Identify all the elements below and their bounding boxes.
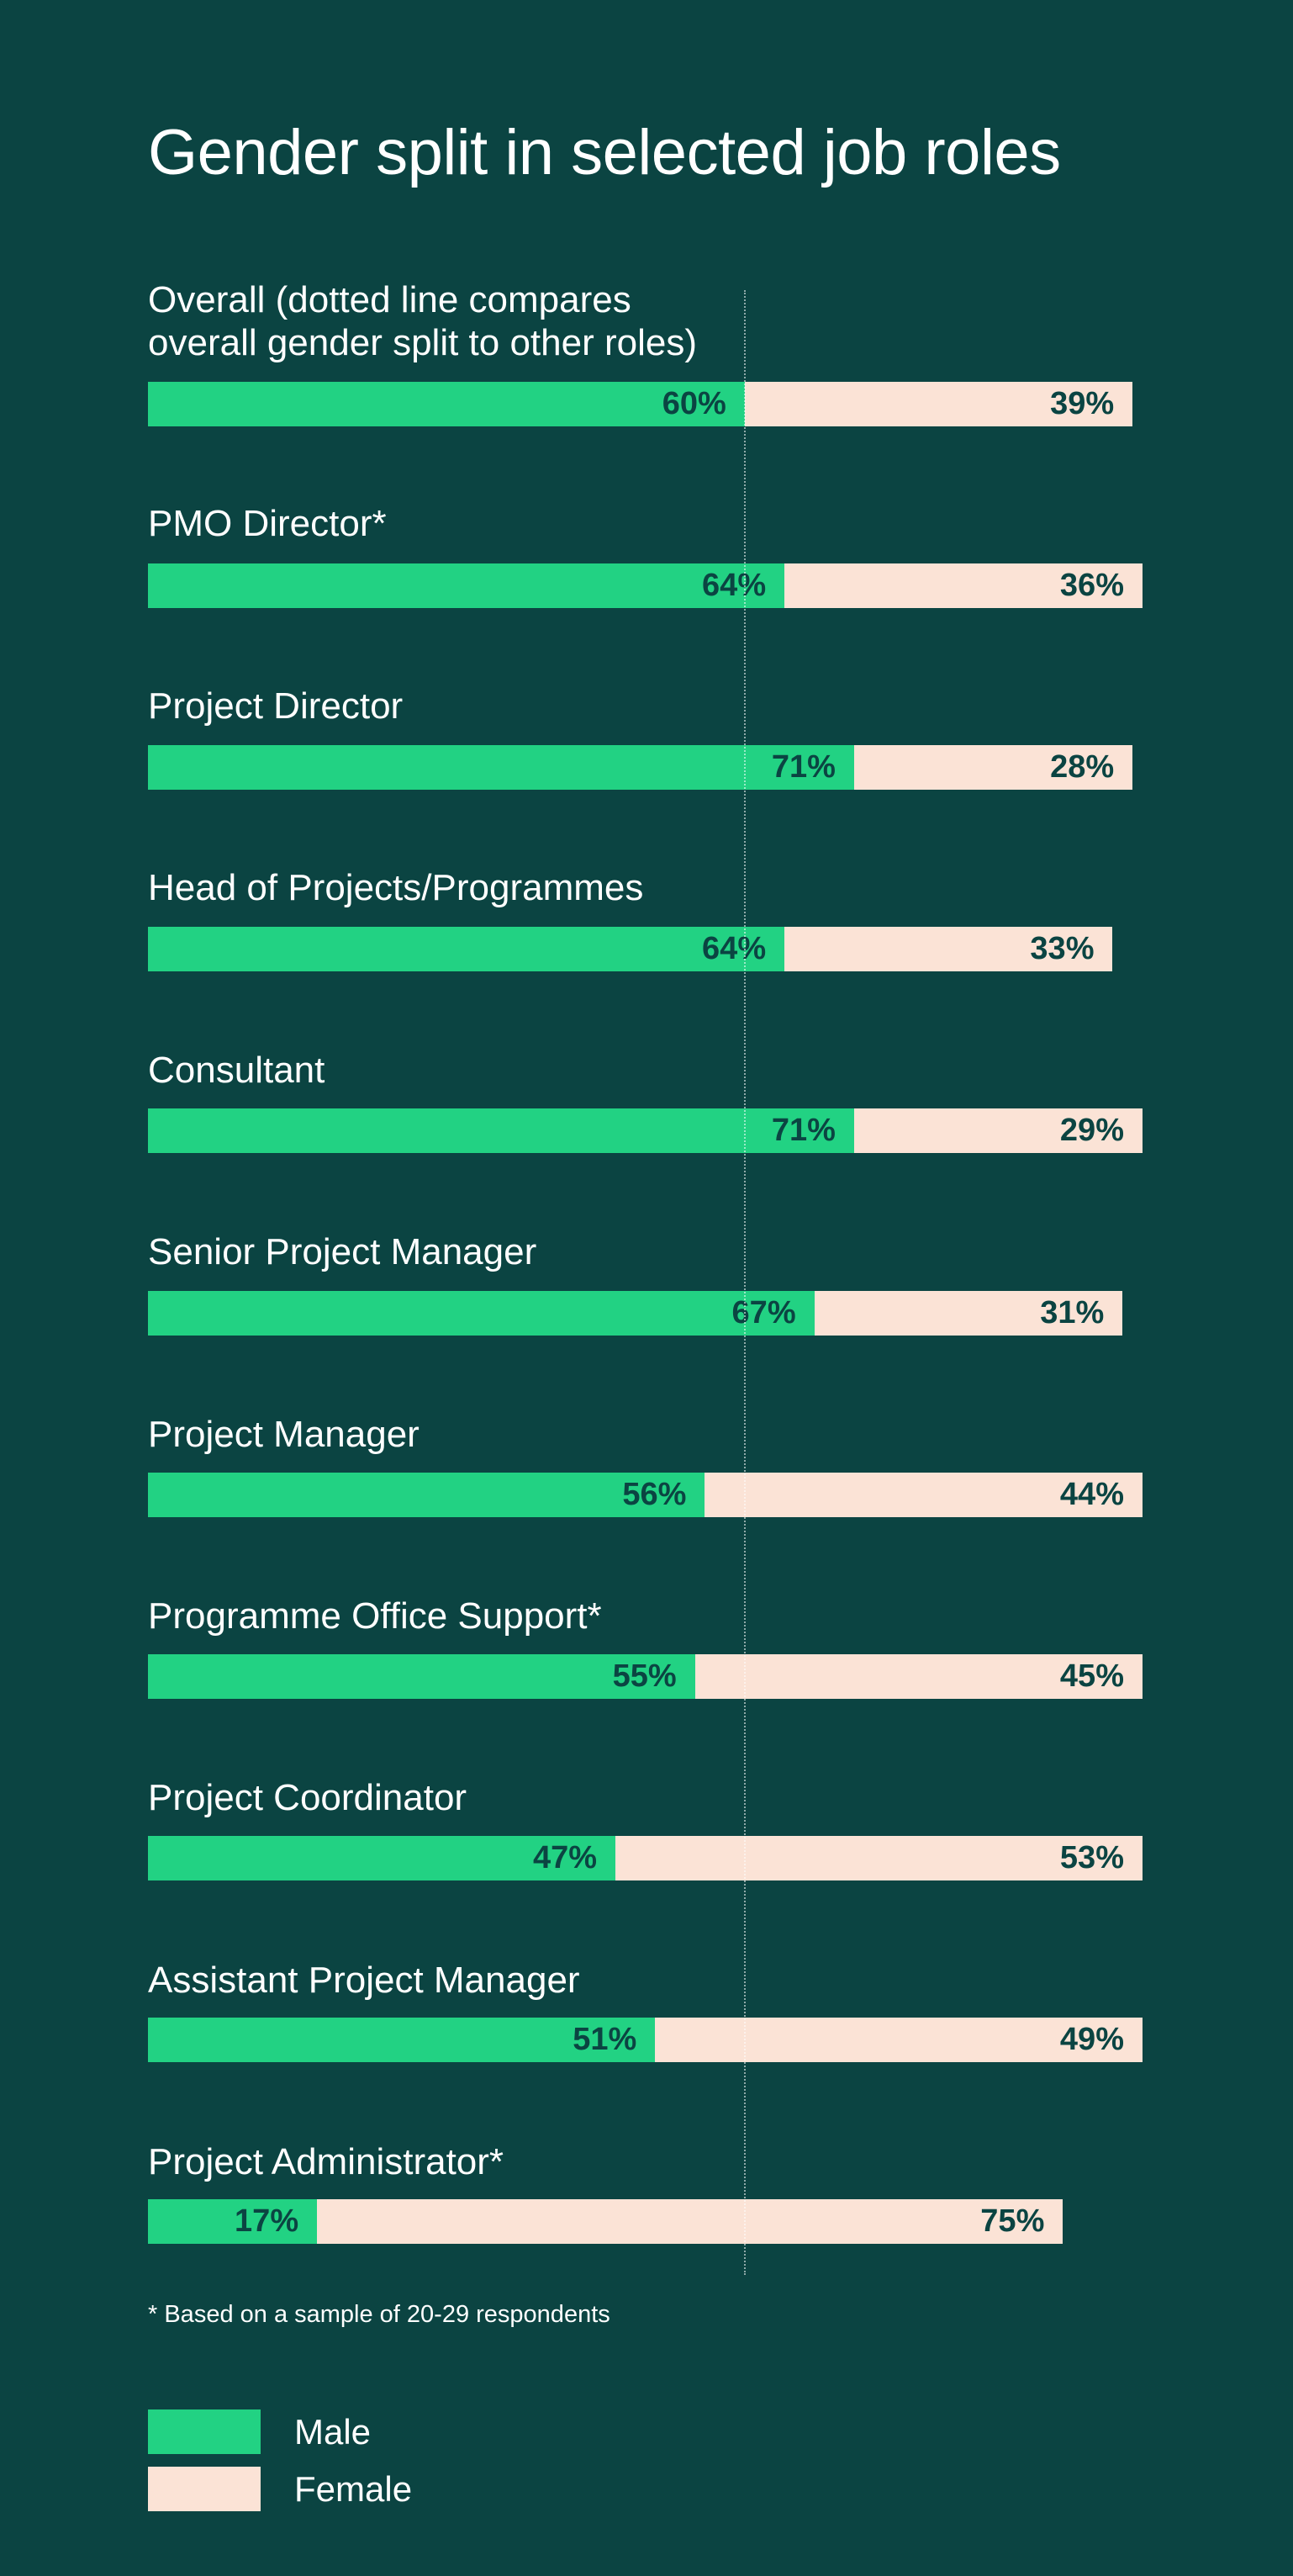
data-label-male: 51% xyxy=(573,2022,637,2057)
data-label-female: 44% xyxy=(1059,1477,1124,1512)
row-label: Assistant Project Manager xyxy=(148,1960,580,2001)
bar-female xyxy=(814,1291,1123,1336)
legend-label-female: Female xyxy=(294,2469,413,2509)
row-label: Project Director xyxy=(148,685,404,727)
data-label-female: 39% xyxy=(1050,386,1115,421)
data-label-male: 67% xyxy=(731,1295,796,1330)
row-label: Project Administrator* xyxy=(148,2141,504,2182)
bar-male xyxy=(148,1473,705,1517)
data-label-female: 29% xyxy=(1059,1113,1124,1148)
footnote: * Based on a sample of 20-29 respondents xyxy=(148,2301,610,2328)
bar-female xyxy=(853,745,1133,790)
bar-male xyxy=(148,1836,615,1880)
bar-male xyxy=(148,1291,815,1336)
data-label-female: 36% xyxy=(1059,568,1124,603)
bar-male xyxy=(148,382,745,426)
data-label-male: 56% xyxy=(622,1477,687,1512)
bar-female xyxy=(615,1836,1143,1880)
data-label-male: 64% xyxy=(702,568,767,603)
row-label: Head of Projects/Programmes xyxy=(148,867,644,908)
bar-female xyxy=(705,1473,1143,1517)
legend-label-male: Male xyxy=(294,2412,372,2452)
bar-male xyxy=(148,1108,854,1153)
legend-swatch-female xyxy=(148,2467,261,2511)
data-label-female: 31% xyxy=(1040,1295,1105,1330)
data-label-male: 71% xyxy=(771,1113,836,1148)
bar-female xyxy=(784,563,1143,608)
data-label-female: 75% xyxy=(980,2203,1045,2239)
data-label-female: 45% xyxy=(1059,1658,1124,1694)
bar-male xyxy=(148,2199,318,2244)
bar-female xyxy=(655,2018,1143,2062)
data-label-male: 64% xyxy=(702,931,767,966)
data-label-female: 53% xyxy=(1059,1840,1124,1875)
data-label-male: 55% xyxy=(612,1658,677,1694)
bar-female xyxy=(853,1108,1143,1153)
chart-title: Gender split in selected job roles xyxy=(148,117,1061,188)
bar-male xyxy=(148,927,785,971)
legend-swatch-male xyxy=(148,2409,261,2454)
bar-female xyxy=(744,382,1133,426)
data-label-male: 17% xyxy=(235,2203,299,2239)
bar-male xyxy=(148,563,785,608)
row-label: Programme Office Support* xyxy=(148,1595,602,1637)
bar-female xyxy=(317,2199,1063,2244)
bar-male xyxy=(148,745,854,790)
data-label-male: 47% xyxy=(532,1840,597,1875)
data-label-male: 71% xyxy=(771,749,836,785)
row-label: Senior Project Manager xyxy=(148,1231,537,1272)
bar-female xyxy=(694,1654,1143,1699)
row-label: Project Manager xyxy=(148,1414,420,1455)
row-label: PMO Director* xyxy=(148,503,387,544)
data-label-male: 60% xyxy=(662,386,726,421)
bar-male xyxy=(148,2018,656,2062)
reference-line-overall xyxy=(743,290,746,2275)
bar-female xyxy=(784,927,1113,971)
row-label: Overall (dotted line compares overall ge… xyxy=(148,279,697,363)
data-label-female: 49% xyxy=(1059,2022,1124,2057)
row-label: Consultant xyxy=(148,1050,325,1091)
bar-male xyxy=(148,1654,695,1699)
data-label-female: 28% xyxy=(1050,749,1115,785)
data-label-female: 33% xyxy=(1030,931,1095,966)
row-label: Project Coordinator xyxy=(148,1777,467,1818)
